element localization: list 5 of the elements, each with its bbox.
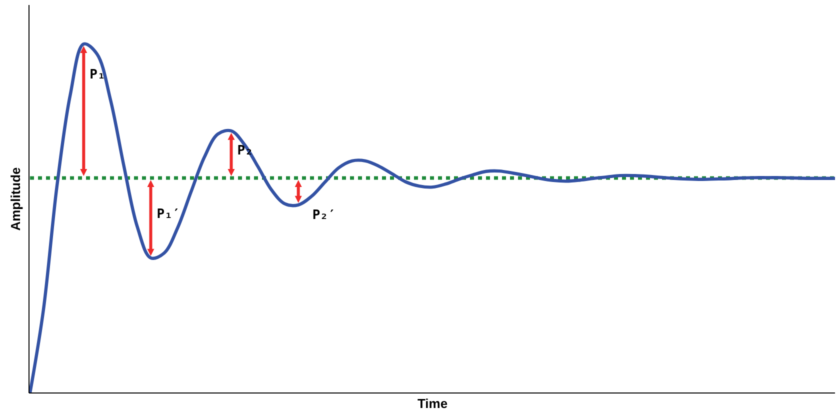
annotation: P₁ — [90, 68, 106, 83]
y-axis-title: Amplitude — [8, 167, 23, 231]
annotation: P₁′ — [156, 206, 180, 222]
x-axis-title: Time — [417, 396, 448, 411]
annotation: P₂′ — [312, 208, 336, 223]
